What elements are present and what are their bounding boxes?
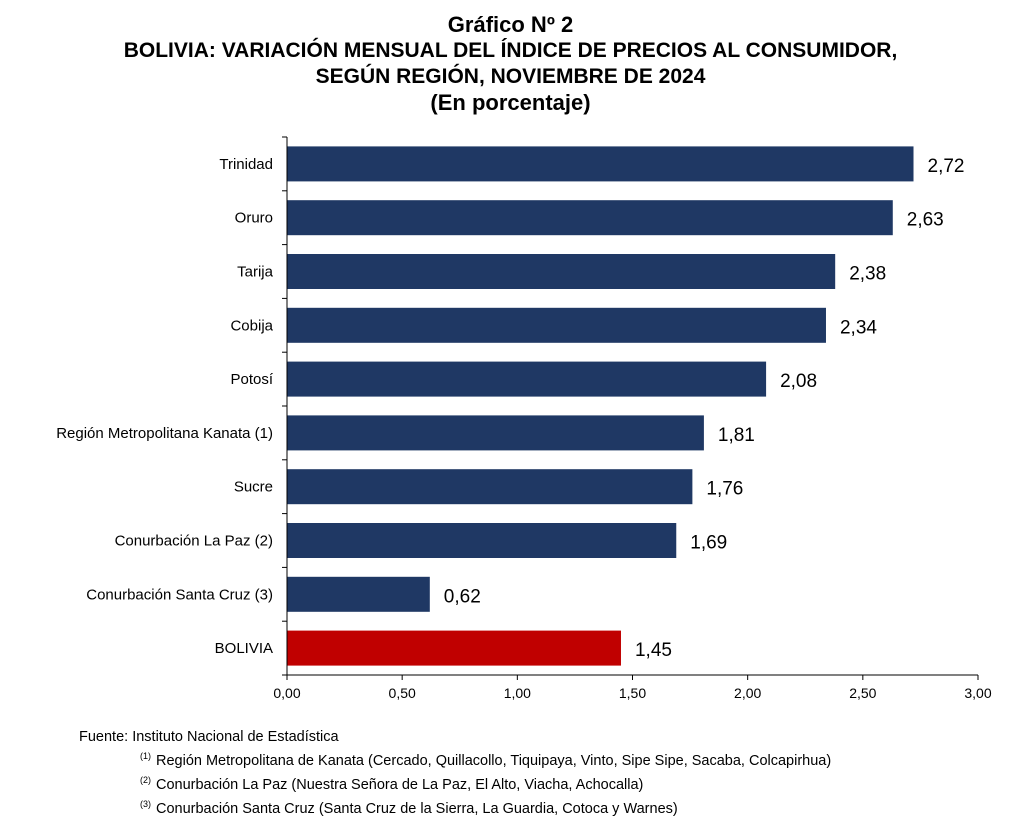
bar (287, 469, 693, 505)
bar (287, 200, 893, 236)
source-note: Fuente: Instituto Nacional de Estadístic… (79, 729, 339, 745)
data-label: 2,08 (780, 371, 817, 392)
chart-title-continued: SEGÚN REGIÓN, NOVIEMBRE DE 2024 (315, 65, 706, 88)
data-label: 0,62 (444, 586, 481, 607)
bar (287, 415, 704, 451)
x-tick-label: 2,50 (849, 685, 876, 701)
category-label: Trinidad (219, 156, 273, 173)
chart-title-number: Gráfico Nº 2 (447, 12, 574, 37)
category-label: Región Metropolitana Kanata (1) (56, 425, 273, 442)
bar (287, 523, 677, 558)
footnote-3-mark: (3) (140, 799, 151, 809)
data-label: 2,63 (907, 210, 944, 231)
category-label: Cobija (230, 317, 273, 334)
bar (287, 254, 836, 289)
data-label: 2,72 (928, 156, 965, 177)
chart-subtitle: (En porcentaje) (430, 90, 591, 115)
data-label: 1,69 (690, 533, 727, 554)
x-tick-label: 3,00 (964, 685, 991, 701)
data-label: 2,38 (849, 264, 886, 285)
footnotes: Fuente: Instituto Nacional de Estadístic… (79, 728, 831, 819)
category-label: Sucre (234, 479, 273, 496)
x-tick-label: 1,50 (619, 685, 646, 701)
category-label: Oruro (235, 210, 273, 227)
x-tick-label: 1,00 (504, 685, 531, 701)
category-label: BOLIVIA (215, 640, 273, 657)
x-tick-label: 0,00 (273, 685, 300, 701)
chart-title-block: Gráfico Nº 2 BOLIVIA: VARIACIÓN MENSUAL … (0, 12, 1021, 116)
bar (287, 307, 826, 343)
data-label: 1,76 (706, 479, 743, 500)
data-label: 1,45 (635, 640, 672, 661)
x-tick-label: 0,50 (389, 685, 416, 701)
footnote-3: (3) Conurbación Santa Cruz (Santa Cruz de… (140, 795, 831, 819)
data-label: 1,81 (718, 425, 755, 446)
bar-chart: Trinidad 2,72 Oruro 2,63 Tarija 2,38 Cobija 2,3… (56, 136, 992, 701)
plot-area: Trinidad 2,72 Oruro 2,63 Tarija 2,38 Cobija 2,3… (56, 136, 992, 701)
bar (287, 361, 767, 397)
footnote-1-text: Región Metropolitana de Kanata (Cercado,… (156, 753, 832, 769)
category-label: Tarija (237, 264, 274, 281)
category-label: Conurbación La Paz (2) (115, 533, 273, 550)
bar (287, 630, 621, 666)
footnote-1-mark: (1) (140, 751, 151, 761)
category-label: Potosí (230, 371, 273, 388)
data-label: 2,34 (840, 317, 877, 338)
footnote-2: (2) Conurbación La Paz (Nuestra Señora de… (140, 771, 831, 795)
chart-title: BOLIVIA: VARIACIÓN MENSUAL DEL ÍNDICE DE… (123, 39, 898, 62)
category-label: Conurbación Santa Cruz (3) (86, 586, 273, 603)
footnote-2-mark: (2) (140, 775, 151, 785)
x-tick-label: 2,00 (734, 685, 761, 701)
footnote-3-text: Conurbación Santa Cruz (Santa Cruz de la… (156, 801, 678, 817)
bar (287, 146, 914, 182)
footnote-2-text: Conurbación La Paz (Nuestra Señora de La… (156, 777, 644, 793)
bar (287, 576, 430, 612)
footnote-1: (1) Región Metropolitana de Kanata (Cerca… (140, 747, 831, 771)
